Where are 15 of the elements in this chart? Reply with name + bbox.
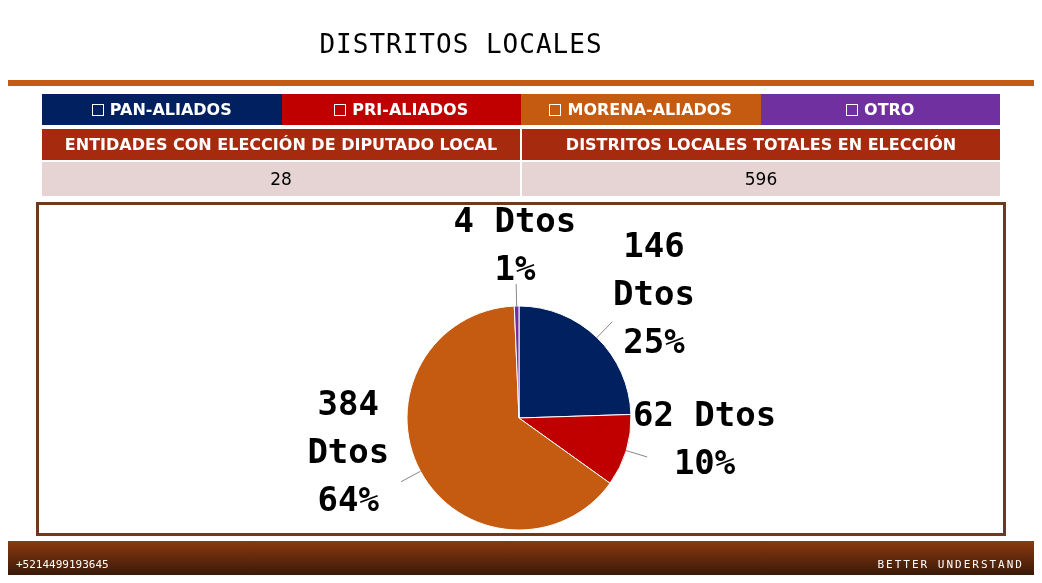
legend-label: OTRO: [864, 100, 915, 119]
text: 596: [522, 162, 1000, 196]
data-label: 146 Dtos 25%: [613, 225, 695, 362]
chart-title: DISTRITOS LOCALES: [319, 29, 603, 59]
data-label: 62 Dtos 10%: [632, 394, 777, 483]
legend-label: PRI-ALIADOS: [352, 100, 469, 119]
data-label: 4 Dtos 1%: [453, 200, 577, 289]
text: ENTIDADES CON ELECCIÓN DE DIPUTADO LOCAL: [42, 129, 520, 160]
text: BETTER UNDERSTAND: [877, 558, 1024, 571]
text: DISTRITOS LOCALES TOTALES EN ELECCIÓN: [522, 129, 1000, 160]
text: 28: [42, 162, 520, 196]
legend-label: MORENA-ALIADOS: [567, 100, 732, 119]
text: +5214499193645: [16, 558, 109, 571]
data-label: 384 Dtos 64%: [307, 383, 390, 520]
legend-label: PAN-ALIADOS: [109, 100, 232, 119]
